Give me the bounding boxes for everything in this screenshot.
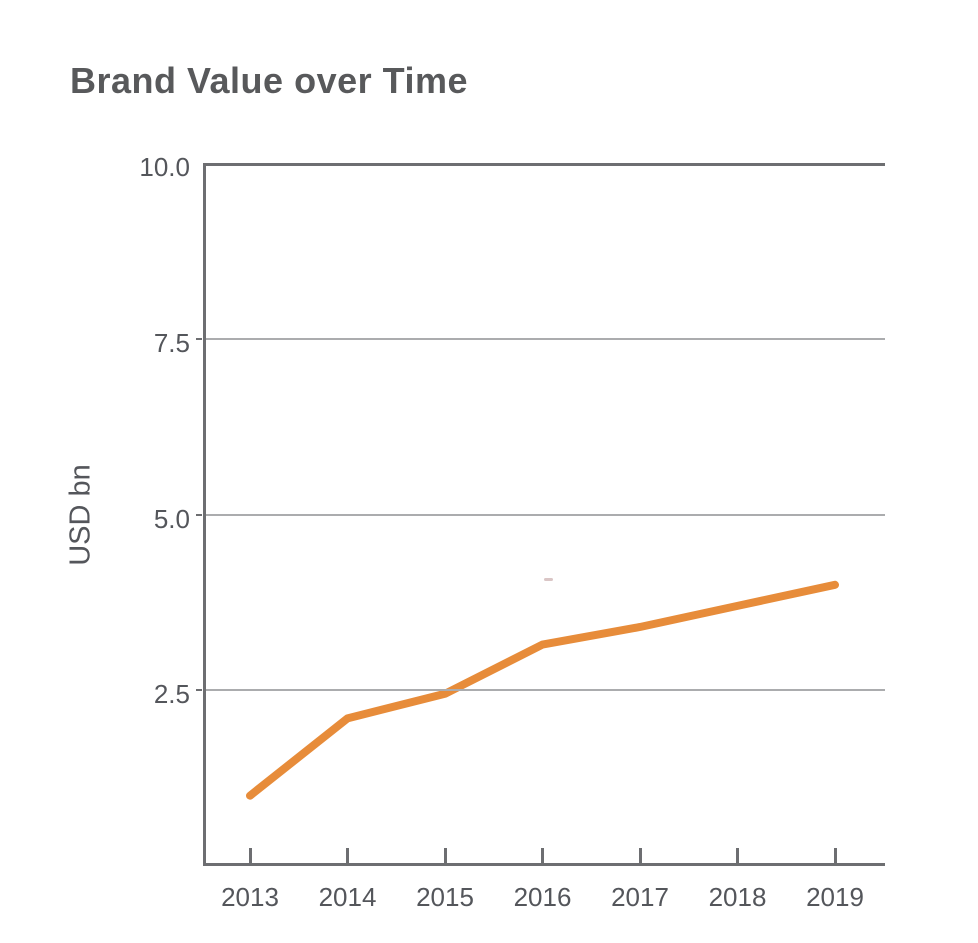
x-tick-label: 2013: [221, 882, 279, 912]
x-tick-label: 2015: [416, 882, 474, 912]
y-tick-mark: [196, 513, 202, 516]
x-tick-mark: [736, 848, 739, 864]
x-tick-label: 2016: [513, 882, 572, 912]
smudge-artifact: [544, 578, 553, 581]
gridline-5.0: [206, 513, 885, 516]
y-tick-mark: [196, 337, 202, 340]
x-tick-mark: [248, 848, 252, 864]
x-axis-line: [203, 863, 885, 866]
y-tick-mark: [196, 689, 202, 692]
x-tick-label: 2017: [611, 882, 669, 912]
y-tick-label: 10.0: [139, 152, 190, 182]
plot-top-border: [203, 163, 885, 166]
y-tick-label: 7.5: [153, 327, 190, 358]
x-tick-mark: [638, 848, 642, 864]
x-tick-label: 2014: [318, 882, 377, 912]
x-tick-mark: [443, 848, 447, 864]
brand-value-line: [246, 580, 839, 800]
x-tick-label: 2018: [708, 882, 767, 912]
y-axis-line: [203, 163, 206, 866]
x-tick-mark: [833, 848, 837, 864]
line-series-canvas: [246, 580, 839, 800]
y-tick-label: 2.5: [153, 679, 190, 710]
x-tick-label: 2019: [806, 882, 864, 912]
y-tick-label: 5.0: [153, 503, 190, 534]
x-tick-mark: [346, 848, 349, 864]
x-tick-mark: [541, 848, 544, 864]
chart-title: Brand Value over Time: [70, 60, 468, 102]
plot-area: [196, 163, 885, 866]
gridline-7.5: [206, 337, 885, 340]
gridline-2.5: [206, 689, 885, 692]
